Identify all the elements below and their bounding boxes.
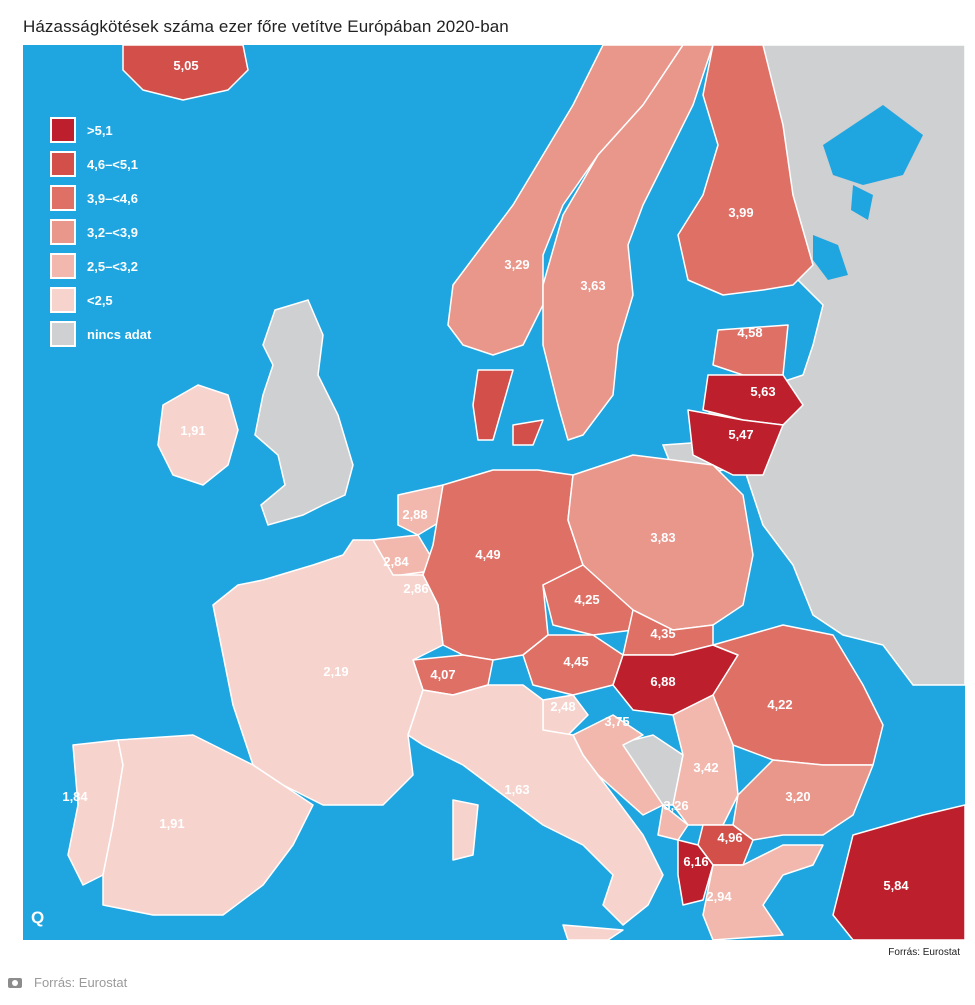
denmark [472,369,544,446]
iceland [122,45,249,101]
label-iceland: 5,05 [173,58,198,73]
value-labels: 5,05 1,91 3,29 3,63 3,99 4,58 5,63 5,47 … [62,58,909,904]
greece [702,844,824,940]
map-legend: >5,1 4,6–<5,1 3,9–<4,6 3,2–<3,9 2,5–<3,2… [50,113,151,351]
spain [102,734,314,916]
label-spain: 1,91 [159,816,184,831]
label-france: 2,19 [323,664,348,679]
label-slovenia: 2,48 [550,699,575,714]
label-ireland: 1,91 [180,423,205,438]
label-sweden: 3,63 [580,278,605,293]
legend-label: 4,6–<5,1 [87,156,138,172]
label-latvia: 5,63 [750,384,775,399]
photo-credit: Forrás: Eurostat [8,975,127,990]
legend-label: 3,2–<3,9 [87,224,138,240]
netherlands [397,484,444,536]
legend-label: 3,9–<4,6 [87,190,138,206]
great-britain [254,299,354,526]
legend-item: >5,1 [50,113,151,147]
legend-label: >5,1 [87,122,113,138]
lake-ladoga [851,185,873,220]
label-hungary: 6,88 [650,674,675,689]
label-switzerland: 4,07 [430,667,455,682]
lithuania [687,409,784,476]
label-greece: 2,94 [706,889,732,904]
label-estonia: 4,58 [737,325,762,340]
legend-swatch [50,185,76,211]
credit-text: Forrás: Eurostat [34,975,128,990]
legend-item: 3,2–<3,9 [50,215,151,249]
label-portugal: 1,84 [62,789,88,804]
label-turkey: 5,84 [883,878,909,893]
label-lithuania: 5,47 [728,427,753,442]
label-belgium: 2,84 [383,554,409,569]
label-romania: 4,22 [767,697,792,712]
q-logo-icon: Q [31,908,45,927]
label-slovakia: 4,35 [650,626,675,641]
turkey [832,804,965,940]
lake-onega [813,235,848,280]
label-montenegro: 3,26 [663,798,688,813]
legend-item: <2,5 [50,283,151,317]
ireland [157,384,239,486]
italy [407,684,664,940]
label-albania: 6,16 [683,854,708,869]
label-finland: 3,99 [728,205,753,220]
label-north-macedonia: 4,96 [717,830,742,845]
label-germany: 4,49 [475,547,500,562]
no-data-regions [254,45,965,806]
legend-swatch [50,287,76,313]
france [212,539,444,806]
legend-item: 3,9–<4,6 [50,181,151,215]
albania [677,839,714,906]
sweden [542,45,714,441]
label-serbia: 3,42 [693,760,718,775]
label-bulgaria: 3,20 [785,789,810,804]
legend-label: nincs adat [87,326,152,342]
legend-label: 2,5–<3,2 [87,258,138,274]
white-sea [823,105,923,185]
label-netherlands: 2,88 [402,507,427,522]
map-source: Forrás: Eurostat [888,947,960,958]
legend-swatch [50,321,76,347]
legend-label: <2,5 [87,292,113,308]
label-czechia: 4,25 [574,592,599,607]
legend-swatch [50,253,76,279]
page-title: Házasságkötések száma ezer főre vetítve … [23,17,509,36]
label-croatia: 3,75 [604,714,629,729]
label-poland: 3,83 [650,530,675,545]
legend-swatch [50,219,76,245]
map-svg: 5,05 1,91 3,29 3,63 3,99 4,58 5,63 5,47 … [23,45,965,940]
label-norway: 3,29 [504,257,529,272]
legend-swatch [50,151,76,177]
label-italy: 1,63 [504,782,529,797]
legend-item: 4,6–<5,1 [50,147,151,181]
europe-map: 5,05 1,91 3,29 3,63 3,99 4,58 5,63 5,47 … [23,45,965,940]
camera-icon [8,977,22,988]
legend-swatch [50,117,76,143]
legend-item: nincs adat [50,317,151,351]
legend-item: 2,5–<3,2 [50,249,151,283]
label-luxembourg: 2,86 [403,581,428,596]
label-austria: 4,45 [563,654,588,669]
finland [677,45,814,296]
